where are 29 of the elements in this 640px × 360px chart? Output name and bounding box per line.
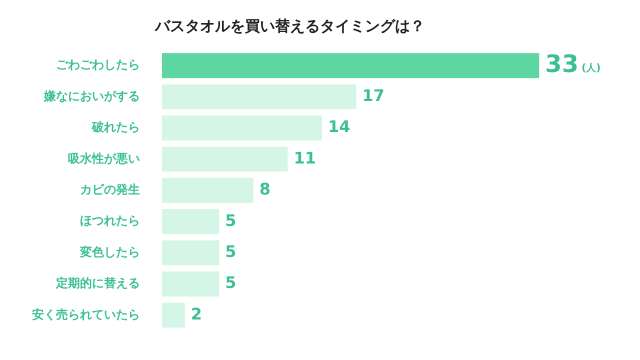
data-label: 8 bbox=[259, 180, 271, 199]
y-tick-label: 破れたら bbox=[91, 120, 140, 134]
y-tick-label: ほつれたら bbox=[80, 214, 140, 228]
bar bbox=[162, 209, 220, 234]
bar bbox=[162, 84, 356, 110]
bar bbox=[162, 53, 540, 78]
data-label: 2 bbox=[190, 304, 202, 324]
data-label: 5 bbox=[225, 210, 236, 230]
data-label: 5 bbox=[225, 273, 236, 292]
data-label: 5 bbox=[225, 242, 236, 261]
y-tick-label: カビの発生 bbox=[80, 182, 140, 197]
bar bbox=[162, 146, 288, 172]
chart-title: バスタオルを買い替えるタイミングは？ bbox=[154, 16, 425, 35]
data-label: 33 bbox=[545, 50, 579, 78]
bar bbox=[162, 302, 185, 328]
y-tick-label: 嫌なにおいがする bbox=[43, 88, 140, 103]
y-tick-label: ごわごわしたら bbox=[56, 58, 140, 72]
data-label: 17 bbox=[362, 86, 385, 105]
data-label: 11 bbox=[294, 148, 316, 168]
bar bbox=[162, 240, 220, 266]
y-tick-label: 安く売られていたら bbox=[32, 307, 140, 322]
bar bbox=[162, 178, 254, 203]
bar bbox=[162, 116, 322, 140]
y-tick-label: 吸水性が悪い bbox=[68, 151, 140, 166]
bar bbox=[162, 272, 220, 296]
text: (人) bbox=[582, 62, 601, 74]
data-label: 14 bbox=[328, 117, 350, 136]
y-tick-label: 定期的に替える bbox=[55, 276, 140, 290]
y-tick-label: 変色したら bbox=[79, 244, 140, 259]
